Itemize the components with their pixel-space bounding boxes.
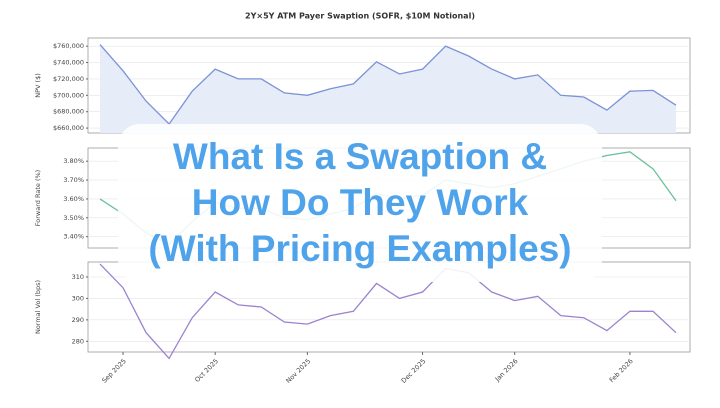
line [99, 263, 677, 360]
overlay-line: (With Pricing Examples) [148, 228, 572, 269]
y-tick-label: 3.70% [63, 176, 84, 184]
y-tick-label: 280 [72, 337, 84, 345]
y-tick-label: $760,000 [53, 42, 84, 50]
overlay-line: How Do They Work [191, 182, 529, 223]
overlay-line: What Is a Swaption & [172, 136, 548, 177]
y-tick-label: $660,000 [53, 124, 84, 132]
y-tick-label: $740,000 [53, 59, 84, 67]
y-tick-label: 3.40% [63, 233, 84, 241]
y-tick-label: $700,000 [53, 91, 84, 99]
y-tick-label: 3.50% [63, 214, 84, 222]
y-tick-label: 3.60% [63, 195, 84, 203]
y-axis-label: NPV ($) [34, 73, 42, 98]
chart-title: 2Y×5Y ATM Payer Swaption (SOFR, $10M Not… [245, 12, 475, 21]
y-axis-label: Forward Rate (%) [34, 170, 42, 226]
y-tick-label: $680,000 [53, 108, 84, 116]
overlay-box: What Is a Swaption & How Do They Work (W… [118, 124, 602, 282]
area-fill [100, 44, 676, 133]
y-tick-label: 290 [72, 316, 84, 324]
y-tick-label: 300 [72, 294, 84, 302]
y-tick-label: 310 [72, 273, 84, 281]
y-tick-label: $720,000 [53, 75, 84, 83]
y-axis-label: Normal Vol (bps) [34, 280, 42, 334]
line [99, 44, 677, 126]
y-tick-label: 3.80% [63, 157, 84, 165]
